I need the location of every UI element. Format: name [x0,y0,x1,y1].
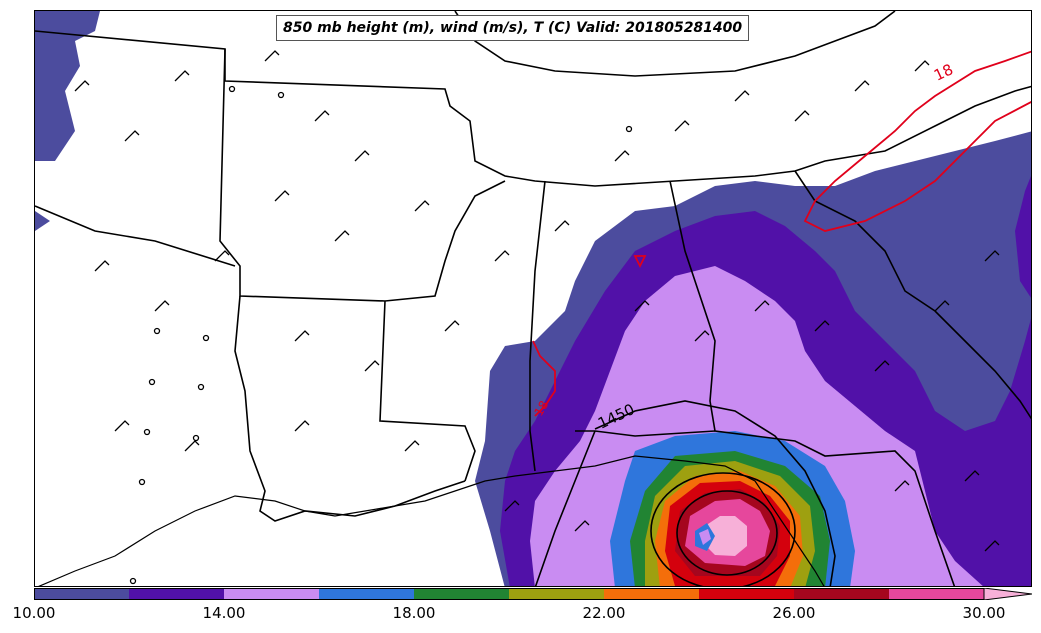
colorbar-tick-label: 18.00 [392,604,436,622]
shaded-field-southeast [475,131,1031,586]
colorbar-tick-label: 14.00 [202,604,246,622]
map-canvas: 18 18 1450 [35,11,1031,586]
colorbar-segment [129,588,225,600]
temperature-contours [532,50,1031,417]
temp-contour-label-18-west: 18 [531,398,551,418]
colorbar-segment [889,588,985,600]
colorbar-segment [699,588,795,600]
colorbar-extend-arrow [983,588,1032,600]
calm-wind-markers [129,85,633,585]
colorbar-segment [34,588,130,600]
colorbar-segment [319,588,415,600]
colorbar [34,588,1032,600]
temp-contour-label-18-northeast: 18 [931,60,956,84]
colorbar-segment [604,588,700,600]
map-title: 850 mb height (m), wind (m/s), T (C) Val… [276,15,750,41]
height-contours [594,400,836,586]
colorbar-tick-label: 22.00 [582,604,626,622]
coastline [38,455,825,586]
colorbar-segment [794,588,890,600]
colorbar-tick-label: 30.00 [962,604,1006,622]
map-panel: 18 18 1450 [34,10,1032,587]
wind-barbs [74,50,1000,552]
shaded-field-northwest [35,11,100,231]
colorbar-segment [224,588,320,600]
colorbar-tick-label: 10.00 [12,604,56,622]
colorbar-segment [414,588,510,600]
colorbar-segment [509,588,605,600]
colorbar-tick-label: 26.00 [772,604,816,622]
colorbar-outline [34,588,985,600]
political-borders [35,11,1031,586]
